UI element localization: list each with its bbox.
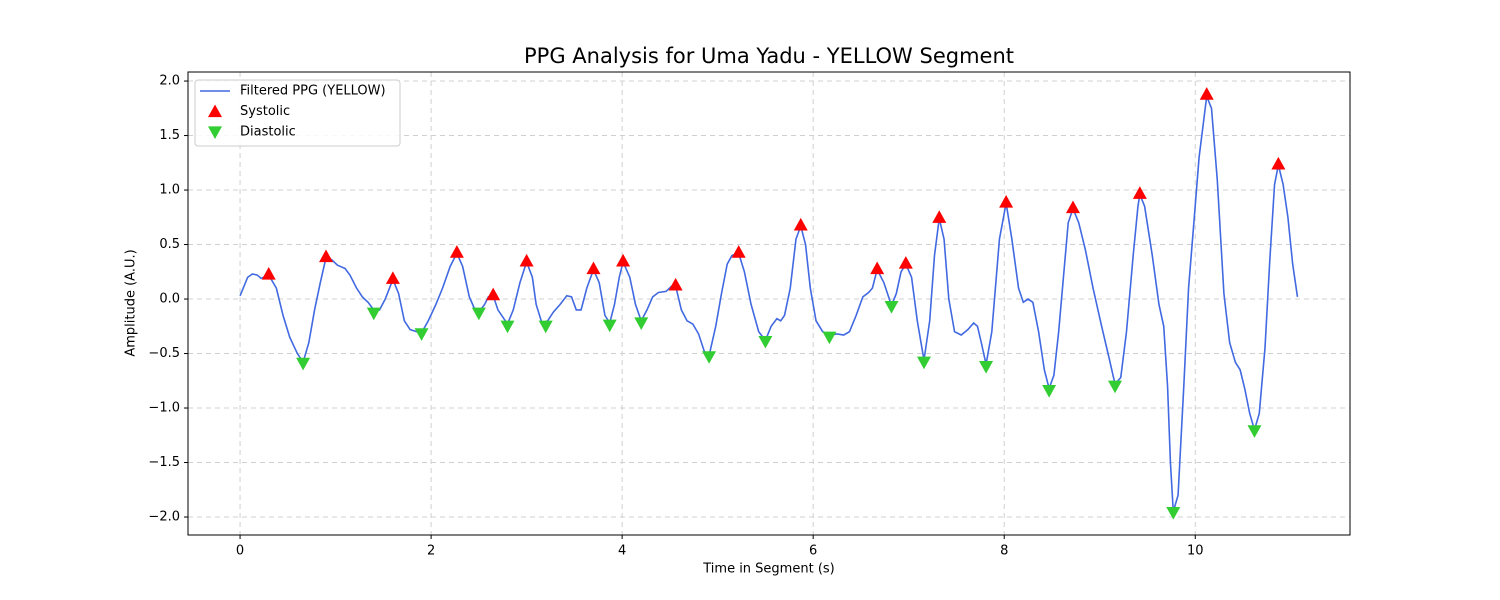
- systolic-marker: [385, 271, 400, 284]
- diastolic-marker: [1166, 507, 1181, 520]
- diastolic-marker: [634, 317, 649, 331]
- systolic-marker: [449, 245, 464, 258]
- diastolic-marker: [414, 328, 429, 341]
- y-tick-label: 1.0: [159, 183, 180, 198]
- systolic-marker: [668, 277, 683, 291]
- chart-title: PPG Analysis for Uma Yadu - YELLOW Segme…: [524, 44, 1014, 68]
- systolic-marker: [1271, 156, 1286, 170]
- systolic-marker: [870, 261, 885, 275]
- diastolic-marker: [500, 320, 515, 334]
- diastolic-marker: [702, 351, 717, 364]
- y-axis-label: Amplitude (A.U.): [124, 249, 139, 356]
- diastolic-marker: [602, 319, 617, 333]
- systolic-marker: [616, 253, 631, 267]
- systolic-marker: [586, 261, 601, 275]
- diastolic-marker: [979, 361, 994, 374]
- diastolic-marker: [884, 301, 899, 314]
- diastolic-marker: [1247, 425, 1262, 438]
- y-tick-label: 0.5: [159, 237, 180, 252]
- systolic-marker: [1199, 87, 1214, 100]
- y-tick-label: 0.0: [159, 292, 180, 307]
- systolic-marker: [486, 287, 501, 301]
- legend-label: Diastolic: [240, 125, 296, 140]
- ppg-line: [239, 96, 1299, 512]
- x-tick-label: 8: [1000, 544, 1008, 559]
- systolic-marker: [898, 256, 913, 269]
- y-tick-label: 1.5: [159, 128, 180, 143]
- y-tick-label: −1.5: [148, 455, 180, 470]
- diastolic-marker: [1108, 380, 1123, 394]
- x-tick-label: 2: [427, 544, 435, 559]
- diastolic-marker: [538, 320, 553, 334]
- x-tick-label: 10: [1187, 544, 1204, 559]
- x-axis-label: Time in Segment (s): [702, 562, 834, 577]
- systolic-marker: [261, 266, 276, 280]
- diastolic-marker: [471, 307, 486, 321]
- diastolic-marker: [296, 357, 311, 371]
- diastolic-marker: [916, 356, 931, 370]
- systolic-marker: [1132, 186, 1147, 199]
- legend-marker: [208, 126, 222, 139]
- y-tick-label: −2.0: [148, 510, 180, 525]
- diastolic-marker: [1042, 384, 1057, 398]
- systolic-marker: [519, 253, 534, 267]
- systolic-marker: [1065, 200, 1080, 214]
- systolic-marker: [932, 210, 947, 223]
- legend-marker: [208, 104, 222, 118]
- y-tick-label: −0.5: [148, 346, 180, 361]
- legend-box: [194, 79, 401, 147]
- systolic-marker: [731, 245, 746, 258]
- legend-label: Systolic: [240, 104, 290, 119]
- legend-label: Filtered PPG (YELLOW): [240, 84, 386, 99]
- x-tick-label: 0: [236, 544, 244, 559]
- systolic-marker: [999, 195, 1014, 208]
- diastolic-marker: [822, 331, 837, 345]
- y-tick-label: 2.0: [159, 74, 180, 89]
- diastolic-marker: [758, 335, 773, 349]
- x-tick-label: 4: [618, 544, 626, 559]
- x-tick-label: 6: [809, 544, 817, 559]
- systolic-marker: [319, 249, 334, 263]
- systolic-marker: [793, 217, 808, 231]
- y-tick-label: −1.0: [148, 401, 180, 416]
- diastolic-marker: [366, 307, 381, 321]
- plot-frame: [187, 71, 1351, 536]
